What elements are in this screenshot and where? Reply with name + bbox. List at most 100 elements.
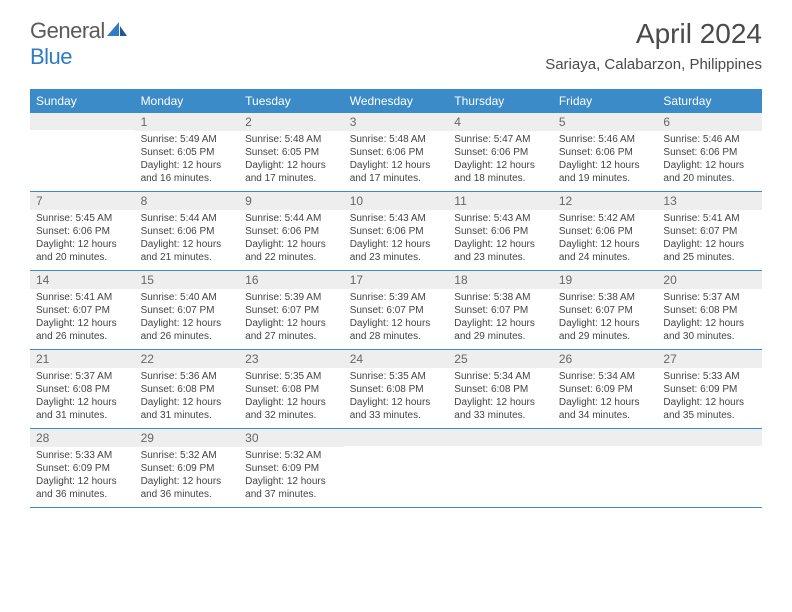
sunrise-text: Sunrise: 5:39 AM	[350, 291, 443, 304]
day-body: Sunrise: 5:40 AMSunset: 6:07 PMDaylight:…	[135, 289, 240, 347]
day-cell: 23Sunrise: 5:35 AMSunset: 6:08 PMDayligh…	[239, 350, 344, 428]
day-number: 13	[657, 192, 762, 210]
day-cell: 3Sunrise: 5:48 AMSunset: 6:06 PMDaylight…	[344, 113, 449, 191]
day-cell: 27Sunrise: 5:33 AMSunset: 6:09 PMDayligh…	[657, 350, 762, 428]
day-body: Sunrise: 5:38 AMSunset: 6:07 PMDaylight:…	[448, 289, 553, 347]
day-cell: 17Sunrise: 5:39 AMSunset: 6:07 PMDayligh…	[344, 271, 449, 349]
day-cell: 7Sunrise: 5:45 AMSunset: 6:06 PMDaylight…	[30, 192, 135, 270]
page-header: GeneralBlue April 2024 Sariaya, Calabarz…	[0, 0, 792, 81]
sunset-text: Sunset: 6:05 PM	[141, 146, 234, 159]
daylight1-text: Daylight: 12 hours	[141, 238, 234, 251]
day-cell: 1Sunrise: 5:49 AMSunset: 6:05 PMDaylight…	[135, 113, 240, 191]
day-body: Sunrise: 5:48 AMSunset: 6:05 PMDaylight:…	[239, 131, 344, 189]
sunrise-text: Sunrise: 5:44 AM	[245, 212, 338, 225]
sunset-text: Sunset: 6:08 PM	[663, 304, 756, 317]
day-number	[344, 429, 449, 446]
day-number: 11	[448, 192, 553, 210]
sunset-text: Sunset: 6:08 PM	[454, 383, 547, 396]
daylight2-text: and 20 minutes.	[663, 172, 756, 185]
sunrise-text: Sunrise: 5:33 AM	[36, 449, 129, 462]
day-body: Sunrise: 5:33 AMSunset: 6:09 PMDaylight:…	[30, 447, 135, 505]
day-number: 17	[344, 271, 449, 289]
daylight2-text: and 17 minutes.	[350, 172, 443, 185]
day-number: 23	[239, 350, 344, 368]
daylight2-text: and 29 minutes.	[559, 330, 652, 343]
day-body: Sunrise: 5:32 AMSunset: 6:09 PMDaylight:…	[239, 447, 344, 505]
daylight2-text: and 33 minutes.	[454, 409, 547, 422]
sunset-text: Sunset: 6:07 PM	[454, 304, 547, 317]
daylight1-text: Daylight: 12 hours	[559, 159, 652, 172]
sunset-text: Sunset: 6:06 PM	[454, 146, 547, 159]
day-cell: 22Sunrise: 5:36 AMSunset: 6:08 PMDayligh…	[135, 350, 240, 428]
weeks-container: 1Sunrise: 5:49 AMSunset: 6:05 PMDaylight…	[30, 113, 762, 508]
sunrise-text: Sunrise: 5:38 AM	[454, 291, 547, 304]
day-cell	[344, 429, 449, 507]
week-row: 7Sunrise: 5:45 AMSunset: 6:06 PMDaylight…	[30, 192, 762, 271]
sunrise-text: Sunrise: 5:36 AM	[141, 370, 234, 383]
sunrise-text: Sunrise: 5:38 AM	[559, 291, 652, 304]
sunset-text: Sunset: 6:07 PM	[36, 304, 129, 317]
sunset-text: Sunset: 6:08 PM	[350, 383, 443, 396]
daylight2-text: and 35 minutes.	[663, 409, 756, 422]
daylight2-text: and 32 minutes.	[245, 409, 338, 422]
daylight1-text: Daylight: 12 hours	[245, 159, 338, 172]
day-body: Sunrise: 5:45 AMSunset: 6:06 PMDaylight:…	[30, 210, 135, 268]
weekday-header: Tuesday	[239, 89, 344, 113]
day-number: 30	[239, 429, 344, 447]
sunrise-text: Sunrise: 5:32 AM	[245, 449, 338, 462]
daylight1-text: Daylight: 12 hours	[141, 317, 234, 330]
sunset-text: Sunset: 6:09 PM	[663, 383, 756, 396]
day-body: Sunrise: 5:48 AMSunset: 6:06 PMDaylight:…	[344, 131, 449, 189]
day-cell	[657, 429, 762, 507]
sunrise-text: Sunrise: 5:41 AM	[36, 291, 129, 304]
daylight2-text: and 34 minutes.	[559, 409, 652, 422]
daylight2-text: and 21 minutes.	[141, 251, 234, 264]
title-block: April 2024 Sariaya, Calabarzon, Philippi…	[545, 18, 762, 73]
sunrise-text: Sunrise: 5:46 AM	[663, 133, 756, 146]
sunrise-text: Sunrise: 5:43 AM	[454, 212, 547, 225]
daylight1-text: Daylight: 12 hours	[350, 159, 443, 172]
weekday-header: Sunday	[30, 89, 135, 113]
daylight1-text: Daylight: 12 hours	[36, 396, 129, 409]
day-cell	[553, 429, 658, 507]
daylight2-text: and 18 minutes.	[454, 172, 547, 185]
day-body: Sunrise: 5:38 AMSunset: 6:07 PMDaylight:…	[553, 289, 658, 347]
day-cell: 4Sunrise: 5:47 AMSunset: 6:06 PMDaylight…	[448, 113, 553, 191]
day-number: 27	[657, 350, 762, 368]
day-number: 6	[657, 113, 762, 131]
weekday-header: Saturday	[657, 89, 762, 113]
sunrise-text: Sunrise: 5:48 AM	[245, 133, 338, 146]
sunset-text: Sunset: 6:09 PM	[36, 462, 129, 475]
day-body: Sunrise: 5:44 AMSunset: 6:06 PMDaylight:…	[239, 210, 344, 268]
daylight1-text: Daylight: 12 hours	[350, 396, 443, 409]
sunset-text: Sunset: 6:06 PM	[559, 146, 652, 159]
day-body: Sunrise: 5:39 AMSunset: 6:07 PMDaylight:…	[239, 289, 344, 347]
sunrise-text: Sunrise: 5:42 AM	[559, 212, 652, 225]
weekday-header: Monday	[135, 89, 240, 113]
weekday-header: Wednesday	[344, 89, 449, 113]
sunset-text: Sunset: 6:09 PM	[141, 462, 234, 475]
daylight1-text: Daylight: 12 hours	[454, 396, 547, 409]
daylight2-text: and 36 minutes.	[36, 488, 129, 501]
day-cell: 8Sunrise: 5:44 AMSunset: 6:06 PMDaylight…	[135, 192, 240, 270]
sunset-text: Sunset: 6:06 PM	[559, 225, 652, 238]
daylight2-text: and 27 minutes.	[245, 330, 338, 343]
day-number: 3	[344, 113, 449, 131]
daylight1-text: Daylight: 12 hours	[141, 475, 234, 488]
daylight2-text: and 25 minutes.	[663, 251, 756, 264]
day-number	[657, 429, 762, 446]
logo-text-1: General	[30, 18, 105, 43]
daylight1-text: Daylight: 12 hours	[663, 396, 756, 409]
daylight2-text: and 24 minutes.	[559, 251, 652, 264]
sunset-text: Sunset: 6:07 PM	[350, 304, 443, 317]
sunset-text: Sunset: 6:07 PM	[559, 304, 652, 317]
day-body: Sunrise: 5:34 AMSunset: 6:09 PMDaylight:…	[553, 368, 658, 426]
day-cell	[448, 429, 553, 507]
day-body: Sunrise: 5:46 AMSunset: 6:06 PMDaylight:…	[657, 131, 762, 189]
day-cell: 28Sunrise: 5:33 AMSunset: 6:09 PMDayligh…	[30, 429, 135, 507]
day-number	[448, 429, 553, 446]
day-number: 4	[448, 113, 553, 131]
sunset-text: Sunset: 6:08 PM	[245, 383, 338, 396]
day-cell: 21Sunrise: 5:37 AMSunset: 6:08 PMDayligh…	[30, 350, 135, 428]
sunrise-text: Sunrise: 5:37 AM	[36, 370, 129, 383]
